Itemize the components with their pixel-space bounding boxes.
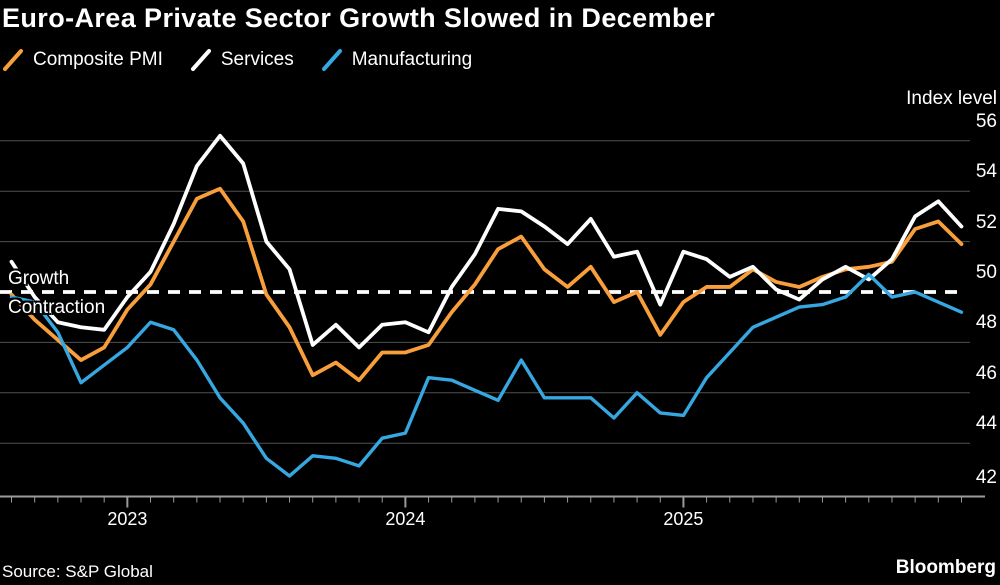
legend-line-icon <box>190 49 211 71</box>
legend-label: Composite PMI <box>33 49 163 70</box>
x-tick-label: 2024 <box>385 509 426 529</box>
y-axis-title: Index level <box>906 88 997 109</box>
legend-item-composite-pmi: Composite PMI <box>2 47 163 73</box>
legend-item-manufacturing: Manufacturing <box>321 47 472 73</box>
x-tick-label: 2025 <box>663 509 704 529</box>
y-tick-label: 44 <box>975 413 997 435</box>
legend-label: Services <box>220 49 294 70</box>
legend-label: Manufacturing <box>351 49 473 70</box>
source-label: Source: S&P Global <box>2 562 153 581</box>
growth-label: Growth <box>8 268 70 289</box>
series-line-composite-pmi <box>9 186 964 383</box>
y-tick-label: 46 <box>975 362 997 384</box>
y-tick-label: 54 <box>975 161 997 183</box>
x-tick-label: 2023 <box>107 509 148 529</box>
series-line-services <box>9 133 964 350</box>
y-tick-label: 52 <box>975 211 997 233</box>
series-line-manufacturing <box>9 272 964 478</box>
legend-item-services: Services <box>190 47 294 73</box>
legend-line-icon <box>3 49 23 71</box>
y-tick-label: 56 <box>975 110 997 132</box>
chart-title: Euro-Area Private Sector Growth Slowed i… <box>2 3 716 33</box>
legend: Composite PMI Services Manufacturing <box>2 47 472 73</box>
legend-line-icon <box>321 49 342 71</box>
y-tick-label: 48 <box>975 312 997 334</box>
bloomberg-logo: Bloomberg <box>895 557 996 578</box>
y-tick-label: 42 <box>975 466 997 488</box>
contraction-label: Contraction <box>8 297 106 318</box>
y-tick-label: 50 <box>975 262 997 283</box>
